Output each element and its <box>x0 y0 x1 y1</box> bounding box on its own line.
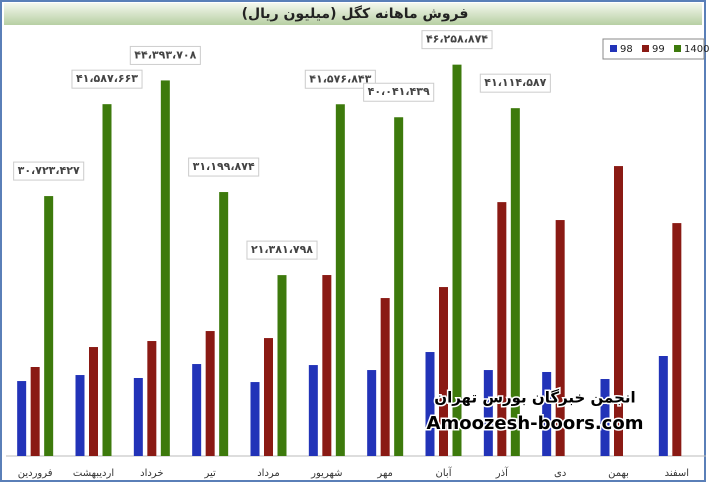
bar <box>510 108 520 456</box>
legend-box <box>602 38 705 60</box>
data-label-text: ۴۱،۵۸۷،۶۶۳ <box>76 72 138 85</box>
data-label: ۴۴،۳۹۳،۷۰۸ <box>129 45 201 65</box>
legend-label: 98 <box>620 44 633 55</box>
bar <box>308 365 318 456</box>
bar <box>600 379 610 456</box>
data-label: ۴۶،۲۵۸،۸۷۴ <box>421 30 493 50</box>
title-bar <box>4 3 702 25</box>
data-label: ۴۱،۱۱۴،۵۸۷ <box>479 73 551 93</box>
bar <box>672 223 682 456</box>
bar <box>277 275 287 456</box>
data-label-box <box>246 240 318 260</box>
x-tick-label: فروردین <box>18 468 53 479</box>
x-tick-label: مهر <box>376 468 392 479</box>
x-tick-label: تیر <box>204 468 217 479</box>
x-tick-label: بهمن <box>608 468 629 479</box>
data-label: ۴۱،۵۷۶،۸۴۳ <box>304 69 376 89</box>
bar <box>367 370 377 456</box>
legend-label: 99 <box>652 44 665 55</box>
data-label-text: ۴۶،۲۵۸،۸۷۴ <box>426 33 488 46</box>
bar <box>160 80 170 456</box>
bar <box>483 370 493 456</box>
bar <box>75 375 85 456</box>
data-label-box <box>129 45 201 65</box>
data-label-box <box>13 161 85 181</box>
bar <box>658 356 668 456</box>
x-tick-label: آذر <box>495 466 509 479</box>
data-label-text: ۴۴،۳۹۳،۷۰۸ <box>134 48 196 61</box>
bar <box>133 377 143 456</box>
data-label: ۲۱،۳۸۱،۷۹۸ <box>246 240 318 260</box>
legend: 98 99 1400 <box>602 38 709 60</box>
bar <box>452 64 462 456</box>
bar <box>250 382 260 456</box>
x-tick-label: اسفند <box>665 468 689 479</box>
x-tick-label: خرداد <box>140 468 163 479</box>
data-label-text: ۴۰،۰۴۱،۴۳۹ <box>368 85 430 98</box>
bar <box>380 298 390 456</box>
data-label-box <box>188 157 260 177</box>
bar <box>264 338 273 456</box>
bar <box>394 117 404 457</box>
bar <box>44 196 54 456</box>
data-label: ۳۰،۷۲۳،۴۲۷ <box>13 161 85 181</box>
bar <box>555 220 565 456</box>
watermark: انجمن خبرگان بورس تهران <box>434 389 635 407</box>
legend-swatch <box>642 45 649 52</box>
bar <box>30 367 40 456</box>
legend-swatch <box>610 45 617 52</box>
bar <box>335 104 345 456</box>
bar <box>614 166 623 456</box>
bar <box>542 371 552 456</box>
x-tick-label: مرداد <box>257 468 280 479</box>
data-label-text: ۳۰،۷۲۳،۴۲۷ <box>18 164 80 177</box>
data-label: ۴۱،۵۸۷،۶۶۳ <box>71 69 143 89</box>
bar <box>219 192 229 456</box>
bar <box>192 364 202 456</box>
bar <box>439 287 448 456</box>
watermark: Amoozesh-boors.com <box>427 413 644 434</box>
chart-title: فروش ماهانه کگل (میلیون ریال) <box>242 5 469 22</box>
data-label-text: ۴۱،۵۷۶،۸۴۳ <box>309 72 371 85</box>
data-label-text: ۳۱،۱۹۹،۸۷۴ <box>193 160 255 173</box>
bar <box>497 202 507 456</box>
legend-label: 1400 <box>684 44 709 55</box>
bar <box>425 352 435 456</box>
data-label-text: ۴۱،۱۱۴،۵۸۷ <box>484 76 546 89</box>
data-label: ۴۰،۰۴۱،۴۳۹ <box>363 82 435 102</box>
bar <box>205 331 215 456</box>
bar <box>322 275 332 456</box>
bar <box>89 347 98 456</box>
data-label-box <box>421 30 493 50</box>
bar <box>147 341 157 456</box>
data-label-box <box>71 69 143 89</box>
data-label-text: ۲۱،۳۸۱،۷۹۸ <box>251 243 313 256</box>
bar <box>17 381 27 456</box>
legend-swatch <box>674 45 681 52</box>
data-label: ۳۱،۱۹۹،۸۷۴ <box>188 157 260 177</box>
bar <box>102 104 112 457</box>
x-tick-label: دی <box>554 468 566 479</box>
x-tick-label: آبان <box>436 466 453 479</box>
data-label-box <box>304 69 376 89</box>
x-tick-label: اردیبهشت <box>73 468 114 479</box>
x-tick-label: شهریور <box>310 468 342 479</box>
data-label-box <box>479 73 551 93</box>
data-label-box <box>363 82 435 102</box>
